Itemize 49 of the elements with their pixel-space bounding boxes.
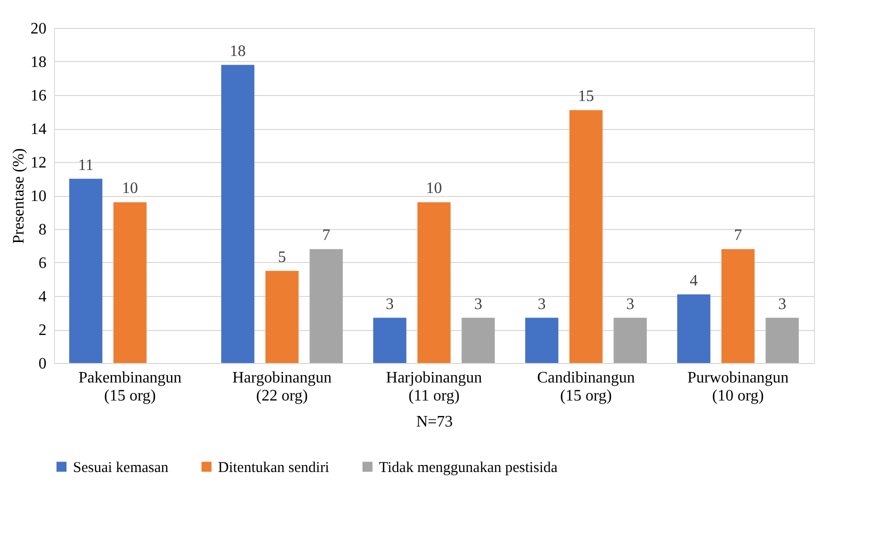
y-tick-label: 2 xyxy=(38,322,46,339)
x-tick-label: Harjobinangun (11 org) xyxy=(386,370,482,404)
bar xyxy=(373,318,406,363)
bar xyxy=(677,294,710,363)
x-axis-title: N=73 xyxy=(416,414,453,430)
y-tick-label: 16 xyxy=(30,88,46,104)
y-tick-label: 0 xyxy=(38,356,46,372)
x-tick-label: Purwobinangun (10 org) xyxy=(687,370,789,404)
x-tick-label: Pakembinangun (15 org) xyxy=(78,370,182,404)
x-tick-label: Candibinangun (15 org) xyxy=(537,370,635,404)
bar xyxy=(614,318,647,363)
bar xyxy=(265,270,299,363)
bar xyxy=(525,318,558,363)
legend-label: Ditentukan sendiri xyxy=(218,460,330,476)
bar xyxy=(310,249,343,363)
bar xyxy=(221,64,254,363)
data-label: 3 xyxy=(778,296,786,313)
bar xyxy=(462,318,495,363)
data-label: 7 xyxy=(322,227,330,244)
bar xyxy=(569,110,603,363)
data-label: 3 xyxy=(474,296,482,313)
data-label: 3 xyxy=(626,296,634,313)
data-label: 11 xyxy=(78,156,94,174)
bar xyxy=(113,202,147,363)
data-label: 4 xyxy=(690,272,698,290)
y-tick-label: 14 xyxy=(30,121,46,138)
data-label: 15 xyxy=(578,88,594,106)
data-label: 5 xyxy=(278,248,286,266)
data-label: 3 xyxy=(386,296,394,313)
x-tick-label: Hargobinangun (22 org) xyxy=(232,370,332,404)
data-label: 10 xyxy=(426,180,442,198)
y-tick-label: 18 xyxy=(30,54,46,71)
legend-label: Tidak menggunakan pestisida xyxy=(379,460,558,476)
y-tick-label: 20 xyxy=(30,20,46,38)
bar xyxy=(417,202,451,363)
y-tick-label: 10 xyxy=(30,188,46,205)
y-axis-title: Presentase (%) xyxy=(10,148,28,244)
y-tick-label: 12 xyxy=(30,154,46,172)
data-label: 3 xyxy=(538,296,546,313)
y-tick-label: 8 xyxy=(38,222,46,238)
data-label: 18 xyxy=(230,42,246,60)
y-tick-label: 6 xyxy=(38,255,46,272)
data-label: 10 xyxy=(122,180,138,198)
y-tick-label: 4 xyxy=(38,288,46,306)
legend-label: Sesuai kemasan xyxy=(73,460,169,476)
bar xyxy=(721,249,755,363)
bar xyxy=(766,318,799,363)
data-label: 7 xyxy=(734,227,742,244)
bar xyxy=(69,178,102,363)
